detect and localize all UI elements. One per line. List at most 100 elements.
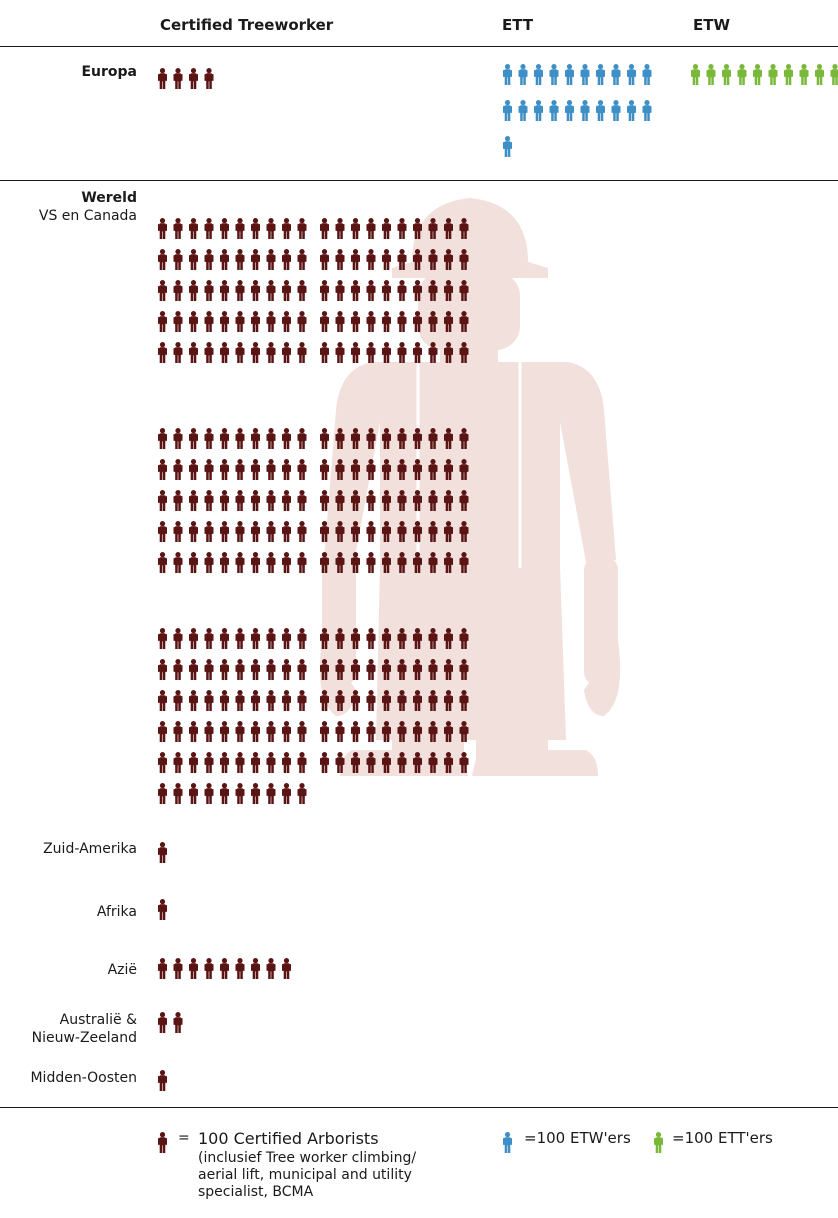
certified-icon [397,552,407,573]
ett-icon [503,64,512,85]
certified-icon [251,752,260,773]
certified-icon [251,459,260,480]
certified-icon [366,690,376,711]
certified-icon [173,280,183,301]
certified-icon [158,342,167,363]
certified-icon [335,459,345,480]
certified-icon [220,249,229,270]
certified-icon [158,459,167,480]
certified-icon [189,249,198,270]
certified-icon [173,68,183,89]
ett-icon [642,100,652,121]
legend-certified-line4: specialist, BCMA [198,1184,314,1200]
certified-icon [397,659,407,680]
certified-icon [282,628,291,649]
certified-icon [266,249,276,270]
certified-icon [204,958,214,979]
certified-icon [235,628,245,649]
etw-icon [815,64,824,85]
certified-icon [282,249,291,270]
certified-icon [366,249,376,270]
certified-icon [459,752,469,773]
certified-icon [351,459,360,480]
certified-icon [413,280,422,301]
certified-icon [158,311,167,332]
certified-icon [204,311,214,332]
certified-icon [173,490,183,511]
certified-icon [220,428,229,449]
certified-icon [251,342,260,363]
certified-icon [173,752,183,773]
certified-icon [266,280,276,301]
certified-icon [266,428,276,449]
certified-icon [459,690,469,711]
certified-icon [397,428,407,449]
legend-certified-line1: 100 Certified Arborists [198,1129,379,1148]
etw-icon [799,64,809,85]
certified-icon [266,311,276,332]
certified-icon [251,628,260,649]
certified-icon [251,552,260,573]
certified-icon [282,490,291,511]
certified-icon [220,552,229,573]
legend-blue-label: =100 ETW'ers [524,1129,631,1147]
certified-icon [235,690,245,711]
certified-icon [173,459,183,480]
certified-icon [459,428,469,449]
certified-icon [444,721,453,742]
ett-icon [596,100,605,121]
certified-icon [297,659,307,680]
certified-icon [320,752,329,773]
ett-icon [627,64,636,85]
certified-icon [173,521,183,542]
certified-icon [382,280,391,301]
certified-icon [382,342,391,363]
certified-icon [413,311,422,332]
certified-icon [382,628,391,649]
certified-icon [335,280,345,301]
certified-icon [320,690,329,711]
certified-icon [459,721,469,742]
certified-icon [320,218,329,239]
ett-icon [518,100,528,121]
certified-icon [266,752,276,773]
certified-icon [413,459,422,480]
ett-icon [580,64,590,85]
certified-icon [413,490,422,511]
certified-icon [220,490,229,511]
certified-icon [158,249,167,270]
certified-icon [204,628,214,649]
certified-icon [204,521,214,542]
certified-icon [235,342,245,363]
ett-icon [534,100,543,121]
certified-icon [297,690,307,711]
certified-icon [335,342,345,363]
certified-icon [320,628,329,649]
certified-icon [189,68,198,89]
certified-icon [266,958,276,979]
certified-icon [351,552,360,573]
certified-icon [444,628,453,649]
certified-icon [366,280,376,301]
certified-icon [235,490,245,511]
certified-icon [320,342,329,363]
certified-icon [235,249,245,270]
certified-icon [173,428,183,449]
certified-icon [235,659,245,680]
certified-icon [382,428,391,449]
certified-icon [173,721,183,742]
certified-icon [204,428,214,449]
certified-icon [459,459,469,480]
certified-icon [297,428,307,449]
certified-icon [158,552,167,573]
certified-icon [397,459,407,480]
certified-icon [251,721,260,742]
certified-icon [158,958,167,979]
certified-icon [397,218,407,239]
certified-icon [382,752,391,773]
certified-icon [173,552,183,573]
certified-icon [204,280,214,301]
certified-icon [235,459,245,480]
certified-icon [366,218,376,239]
